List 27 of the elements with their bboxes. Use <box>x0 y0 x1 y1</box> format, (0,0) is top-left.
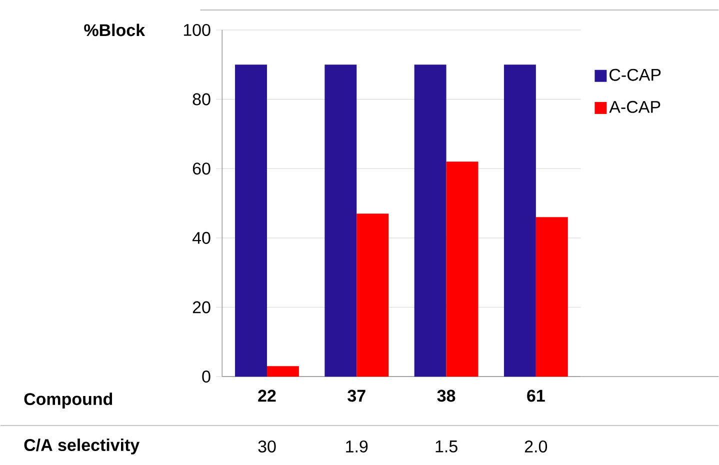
x-tick-label: 38 <box>437 390 456 402</box>
bar <box>504 64 536 376</box>
bar <box>235 64 267 376</box>
text: 1.9 <box>346 440 368 452</box>
legend-label: A-CAP <box>609 100 660 113</box>
text: 30 <box>258 440 276 452</box>
x-tick-label: 61 <box>527 390 545 402</box>
text: C/A selectivity <box>24 438 140 454</box>
y-tick-label: 20 <box>192 301 210 314</box>
legend-label: C-CAP <box>610 68 661 81</box>
bar <box>446 161 478 376</box>
bar <box>356 213 389 376</box>
bar <box>536 216 568 376</box>
x-tick-label: 37 <box>348 390 366 402</box>
text: 1.5 <box>436 440 458 452</box>
y-tick-label: 60 <box>192 162 210 174</box>
bar <box>414 64 446 376</box>
bar <box>324 64 357 376</box>
text: 2.0 <box>524 440 548 452</box>
y-tick-label: 40 <box>192 232 210 244</box>
bar <box>266 366 299 376</box>
x-axis-title: Compound <box>24 392 112 408</box>
y-tick-label: 0 <box>202 370 210 382</box>
y-axis-title: %Block <box>84 24 146 36</box>
y-tick-label: 80 <box>192 93 210 106</box>
x-tick-label: 22 <box>258 390 276 402</box>
y-tick-label: 100 <box>184 24 210 36</box>
